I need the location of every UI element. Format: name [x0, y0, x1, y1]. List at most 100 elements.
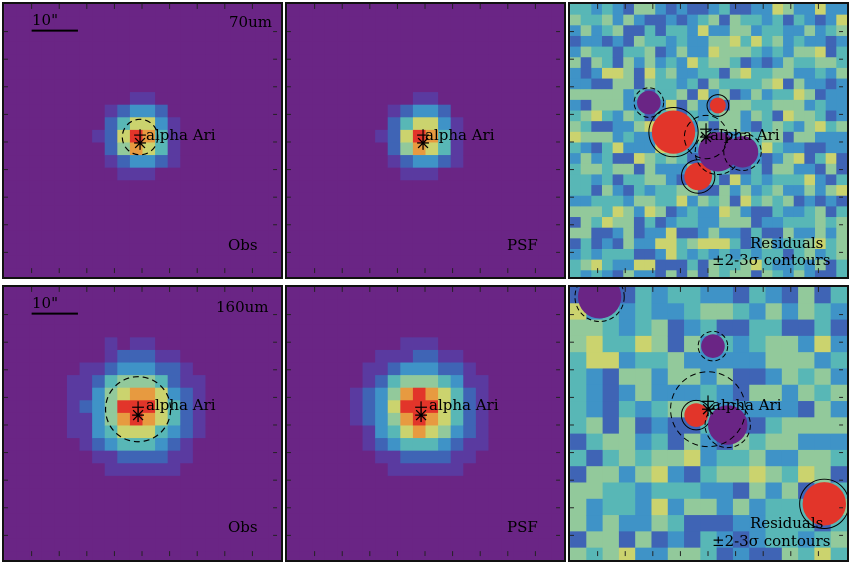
pixel	[79, 192, 93, 206]
pixel	[205, 54, 219, 68]
pixel	[299, 255, 313, 269]
pixel	[387, 513, 401, 527]
pixel	[651, 319, 669, 337]
pixel	[155, 526, 169, 540]
pixel	[412, 218, 426, 232]
pixel	[218, 29, 232, 43]
pixel	[633, 25, 646, 37]
pixel	[255, 79, 269, 93]
pixel	[825, 206, 837, 218]
pixel	[41, 501, 55, 515]
pixel	[337, 425, 351, 439]
pixel	[526, 180, 540, 194]
pixel	[299, 16, 313, 30]
pixel	[192, 66, 206, 81]
pixel	[375, 230, 389, 244]
pixel	[79, 66, 93, 81]
pixel	[66, 230, 81, 244]
pixel	[243, 4, 257, 18]
pixel	[349, 155, 364, 169]
pixel	[142, 299, 156, 313]
pixel	[783, 46, 795, 58]
pixel	[142, 337, 156, 351]
pixel	[450, 526, 464, 540]
pixel	[205, 438, 219, 452]
pixel	[644, 14, 656, 26]
pixel	[488, 438, 502, 452]
pixel	[312, 129, 326, 143]
pixel	[601, 25, 614, 37]
pixel	[29, 92, 43, 106]
pixel	[205, 337, 219, 351]
pixel	[475, 117, 489, 131]
pixel	[16, 501, 30, 515]
pixel	[155, 92, 169, 106]
pixel	[815, 248, 827, 261]
pixel	[586, 335, 604, 353]
pixel	[255, 538, 269, 552]
pixel	[192, 488, 206, 502]
pixel	[438, 16, 452, 30]
pixel	[312, 287, 326, 301]
pixel	[526, 29, 540, 43]
pixel	[155, 192, 169, 206]
pixel	[299, 513, 313, 527]
pixel	[623, 99, 635, 112]
pixel	[513, 79, 527, 93]
pixel	[655, 78, 667, 90]
pixel	[29, 4, 43, 18]
pixel	[180, 230, 194, 244]
pixel	[526, 362, 540, 376]
pixel	[375, 180, 389, 194]
pixel	[255, 117, 269, 131]
pixel	[425, 400, 439, 414]
pixel	[230, 192, 244, 206]
pixel	[375, 488, 389, 502]
pixel	[180, 4, 194, 18]
pixel	[117, 463, 131, 477]
pixel	[155, 551, 169, 560]
pixel	[167, 438, 181, 452]
pixel	[337, 551, 351, 560]
pixel	[155, 337, 169, 351]
pixel	[218, 412, 232, 426]
pixel	[438, 337, 452, 351]
pixel	[41, 205, 55, 219]
pixel	[4, 54, 18, 68]
pixel	[337, 129, 351, 143]
pixel	[538, 412, 552, 426]
pixel	[387, 450, 401, 464]
pixel	[180, 255, 194, 269]
pixel	[192, 299, 206, 313]
pixel	[362, 463, 376, 477]
pixel	[513, 155, 527, 169]
pixel	[570, 110, 582, 122]
pixel	[526, 287, 540, 301]
aperture-circle	[121, 118, 159, 156]
pixel	[387, 218, 401, 232]
pixel	[551, 79, 564, 93]
pixel	[299, 400, 313, 414]
pixel	[676, 206, 688, 218]
pixel	[570, 531, 587, 549]
pixel	[117, 167, 131, 181]
pixel	[719, 110, 731, 122]
pixel	[54, 400, 68, 414]
pixel	[287, 475, 301, 489]
residual-blob	[709, 97, 726, 114]
pixel	[337, 205, 351, 219]
pixel	[475, 387, 489, 401]
pixel	[29, 268, 43, 277]
pixel	[751, 99, 763, 112]
pixel	[501, 425, 515, 439]
pixel	[425, 92, 439, 106]
pixel	[230, 488, 244, 502]
pixel	[66, 362, 81, 376]
pixel	[729, 78, 741, 90]
pixel	[798, 319, 815, 337]
pixel	[450, 299, 464, 313]
pixel	[192, 450, 206, 464]
contour-line	[723, 132, 762, 172]
pixel	[665, 25, 678, 37]
pixel	[570, 57, 582, 69]
